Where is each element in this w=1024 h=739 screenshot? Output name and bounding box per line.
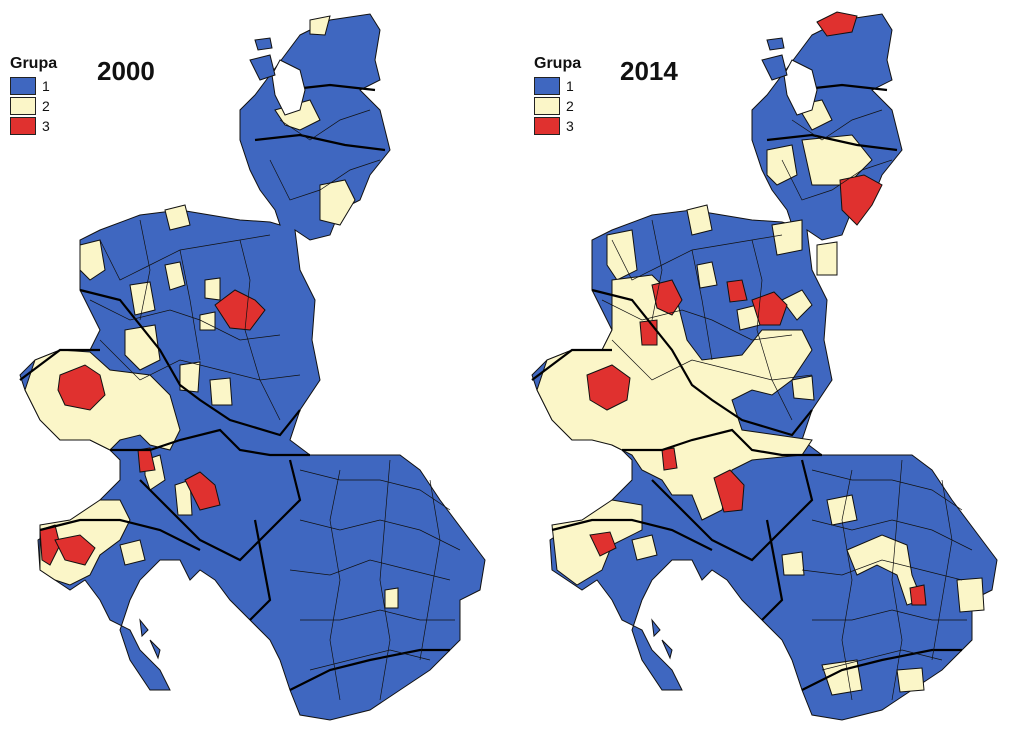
legend-title: Grupa	[534, 55, 582, 72]
county-group-2	[536, 274, 813, 521]
county-group-2	[801, 134, 873, 186]
county-group-2	[606, 229, 638, 281]
county-group-2	[896, 667, 925, 693]
legend: Grupa 1 2 3	[10, 55, 57, 136]
county-group-2	[209, 377, 233, 406]
country-borders	[531, 83, 962, 691]
island	[766, 37, 785, 51]
county-group-2	[164, 204, 191, 231]
county-group-3	[909, 584, 927, 606]
legend-label: 2	[566, 98, 574, 114]
county-group-3	[816, 11, 858, 37]
legend-title: Grupa	[10, 55, 58, 72]
gulf-of-riga	[783, 59, 818, 116]
county-group-3	[726, 279, 748, 303]
legend-swatch	[10, 97, 36, 115]
county-group-3	[57, 364, 106, 411]
county-group-3	[751, 291, 788, 326]
legend-label: 1	[566, 78, 574, 94]
legend-label: 3	[42, 118, 50, 134]
island	[149, 639, 161, 660]
county-group-2	[686, 204, 713, 236]
country-borders	[19, 83, 450, 691]
island	[761, 54, 788, 81]
county-group-2	[129, 281, 156, 316]
legend-item-3: 3	[534, 116, 581, 136]
legend-item-1: 1	[534, 76, 581, 96]
legend-item-1: 1	[10, 76, 57, 96]
county-group-2	[791, 375, 815, 401]
island	[651, 618, 661, 638]
county-group-2	[816, 241, 838, 276]
county-group-2	[771, 219, 803, 256]
county-group-3	[589, 531, 617, 557]
island	[254, 37, 273, 51]
county-group-2	[119, 539, 146, 566]
county-group-2	[956, 577, 985, 613]
island	[661, 639, 673, 660]
county-group-2	[124, 324, 161, 371]
county-group-3	[586, 364, 631, 411]
legend-label: 2	[42, 98, 50, 114]
county-group-3	[184, 471, 221, 511]
choropleth-map-2000	[19, 13, 486, 721]
legend-label: 3	[566, 118, 574, 134]
county-group-3	[137, 447, 156, 473]
choropleth-map-2014	[531, 11, 998, 721]
map-panel-2014: Grupa 1 2 3 2014	[512, 0, 1024, 739]
legend-item-2: 2	[534, 96, 581, 116]
island	[249, 54, 276, 81]
legend-label: 1	[42, 78, 50, 94]
county-group-3	[661, 447, 678, 471]
map-year-title: 2014	[620, 56, 678, 86]
county-group-3	[651, 279, 683, 316]
county-group-2	[781, 551, 805, 576]
legend-swatch	[534, 117, 560, 135]
map-year-title: 2000	[97, 56, 155, 86]
gulf-of-riga	[271, 59, 306, 116]
county-group-2	[174, 479, 193, 516]
county-group-2	[204, 277, 221, 301]
legend-swatch	[10, 117, 36, 135]
county-group-3	[639, 319, 658, 346]
county-group-2	[319, 179, 356, 226]
map-panel-2000: Grupa 1 2 3 2000	[10, 13, 486, 721]
county-group-3	[839, 174, 883, 226]
county-group-3	[713, 469, 745, 513]
legend-item-3: 3	[10, 116, 57, 136]
legend: Grupa 1 2 3	[534, 55, 581, 136]
county-group-2	[79, 239, 106, 281]
county-group-3	[214, 289, 266, 331]
legend-swatch	[534, 97, 560, 115]
county-group-2	[781, 289, 813, 321]
county-group-3	[54, 534, 96, 566]
county-group-2	[696, 261, 718, 289]
legend-swatch	[534, 77, 560, 95]
legend-swatch	[10, 77, 36, 95]
legend-item-2: 2	[10, 96, 57, 116]
county-group-2	[384, 587, 399, 609]
county-group-2	[309, 15, 331, 36]
county-group-2	[164, 261, 186, 291]
county-group-2	[826, 494, 858, 526]
county-group-2	[631, 534, 658, 561]
county-borders	[601, 109, 973, 701]
county-borders	[89, 109, 461, 701]
island	[139, 618, 149, 638]
